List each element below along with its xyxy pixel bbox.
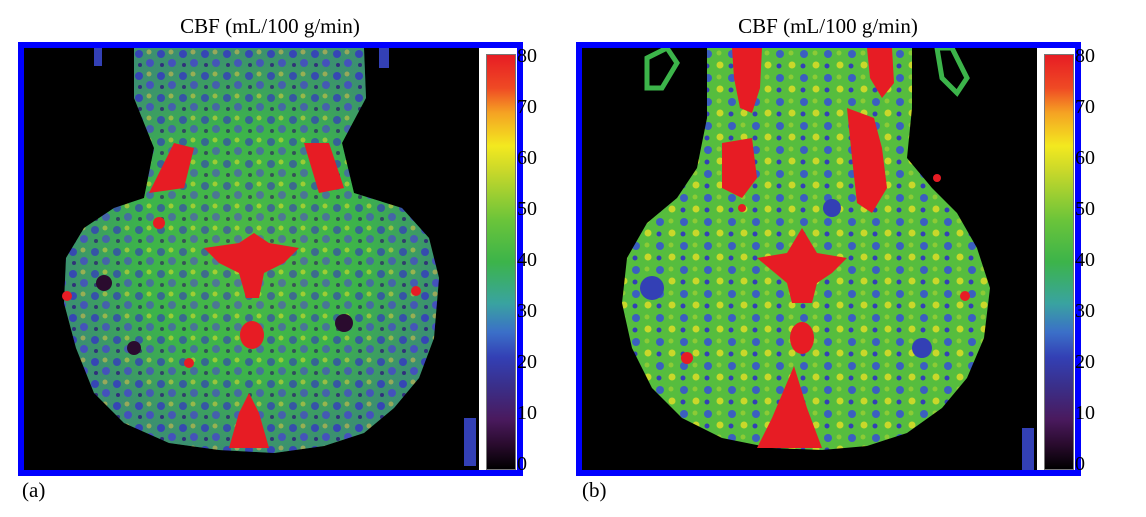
panel-a-colorbar-ticks: 80 70 60 50 40 30 20 10 0 [517,46,567,474]
panel-b: CBF (mL/100 g/min) [560,0,1120,517]
panel-b-tick-20: 20 [1075,351,1095,373]
panel-b-tick-30: 30 [1075,300,1095,322]
panel-a-tick-50: 50 [517,198,537,220]
panel-b-tick-0: 0 [1075,453,1085,475]
panel-a-tick-60: 60 [517,147,537,169]
panel-a-brain-map [24,48,479,470]
panel-b-brain-map [582,48,1037,470]
panel-a-brain-svg [62,48,476,466]
panel-b-brain-svg [622,48,1034,470]
panel-a-tick-80: 80 [517,45,537,67]
panel-a-label: (a) [22,478,46,502]
panel-b-tick-50: 50 [1075,198,1095,220]
panel-a-hotspot-center [204,233,299,298]
panel-b-hotspot-center [757,228,847,303]
panel-b-colorbar [1044,54,1074,470]
panel-a-title: CBF (mL/100 g/min) [180,14,360,38]
panel-b-tick-60: 60 [1075,147,1095,169]
panel-a-tick-10: 10 [517,402,537,424]
panel-a-tick-70: 70 [517,96,537,118]
panel-b-title: CBF (mL/100 g/min) [738,14,918,38]
panel-b-tick-70: 70 [1075,96,1095,118]
panel-a-tick-20: 20 [517,351,537,373]
panel-b-tick-10: 10 [1075,402,1095,424]
panel-b-label: (b) [582,478,607,502]
panel-b-tick-80: 80 [1075,45,1095,67]
panel-a: CBF (mL/100 g/min) [0,0,560,517]
panel-a-frame: 80 70 60 50 40 30 20 10 0 [18,42,537,476]
panel-b-tick-40: 40 [1075,249,1095,271]
panel-a-tick-30: 30 [517,300,537,322]
panel-a-tick-40: 40 [517,249,537,271]
panel-b-frame: 80 70 60 50 40 30 20 10 0 [576,42,1095,476]
panel-a-colorbar [486,54,516,470]
panel-a-tick-0: 0 [517,453,527,475]
panel-b-colorbar-ticks: 80 70 60 50 40 30 20 10 0 [1075,46,1125,474]
